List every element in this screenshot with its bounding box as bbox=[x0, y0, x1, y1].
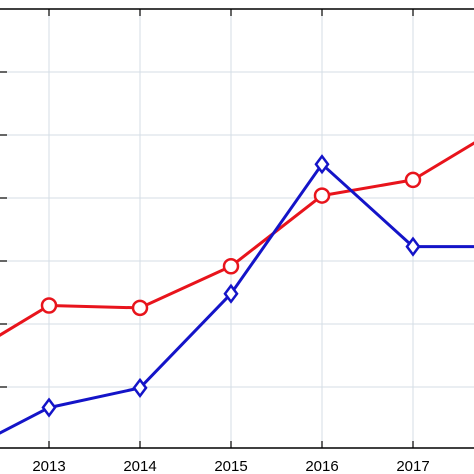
data-point-diamond bbox=[132, 377, 148, 399]
data-point-diamond bbox=[223, 283, 239, 304]
x-tick-label: 2016 bbox=[305, 458, 338, 474]
data-point-circle bbox=[404, 171, 422, 189]
grid-lines bbox=[0, 9, 474, 448]
data-point-diamond bbox=[41, 397, 57, 418]
x-tick-label: 2014 bbox=[123, 458, 156, 474]
data-point-circle bbox=[40, 297, 58, 314]
x-tick-label: 2013 bbox=[32, 458, 65, 474]
x-tick-labels: 2013 2014 2015 2016 2017 bbox=[32, 458, 429, 474]
x-tick-label: 2015 bbox=[214, 458, 247, 474]
data-point-circle bbox=[131, 299, 149, 317]
data-point-circle bbox=[222, 258, 240, 275]
x-tick-label: 2017 bbox=[396, 458, 429, 474]
data-point-circle bbox=[313, 187, 331, 204]
data-point-diamond bbox=[405, 236, 421, 257]
series-markers bbox=[40, 154, 422, 418]
axes bbox=[0, 8, 474, 449]
data-point-diamond bbox=[314, 154, 330, 175]
